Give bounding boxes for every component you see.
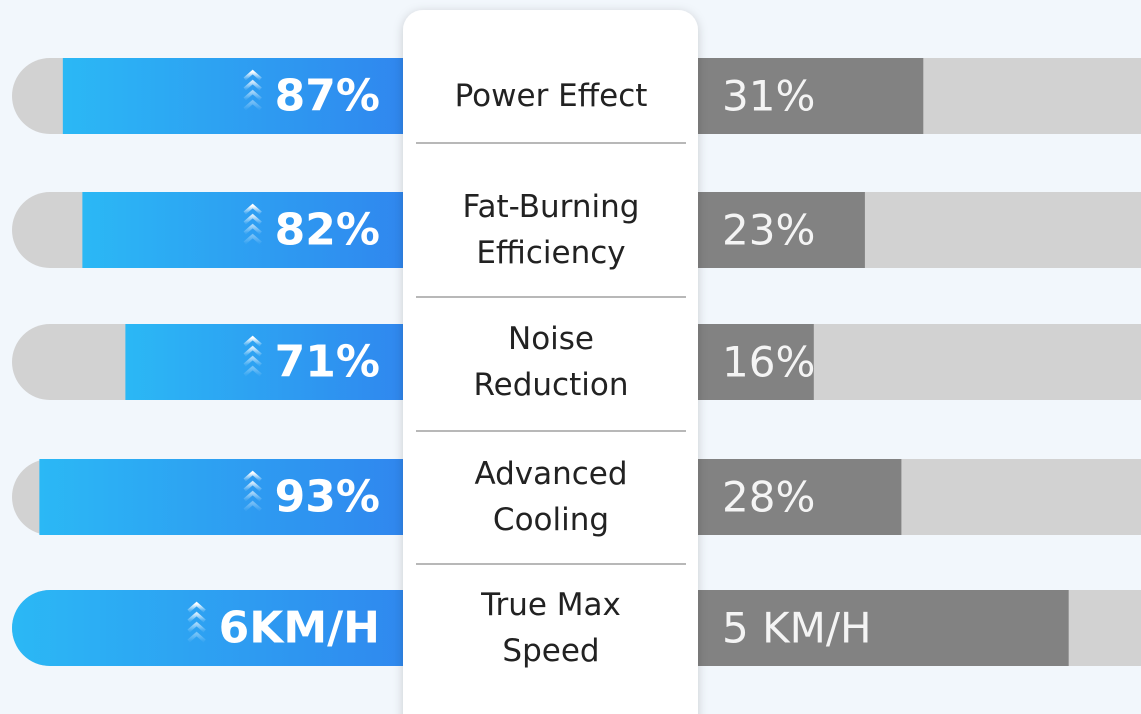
- right-value-label: 16%: [722, 338, 815, 387]
- chevron-icon: [243, 500, 262, 512]
- chevron-icon: [243, 335, 262, 347]
- right-bar: [677, 58, 924, 134]
- left-value-label: 93%: [275, 472, 380, 523]
- feature-label: True Max: [480, 587, 621, 623]
- left-value-label: 82%: [275, 205, 380, 256]
- left-bar: [62, 58, 424, 134]
- right-value-label: 5 KM/H: [722, 604, 872, 653]
- chevron-icon: [243, 355, 262, 367]
- chevron-icon: [243, 490, 262, 502]
- left-bar: [12, 590, 443, 666]
- left-bar: [125, 324, 423, 400]
- feature-label: Cooling: [493, 502, 609, 538]
- chevron-icon: [187, 611, 206, 623]
- chevron-icon: [243, 89, 262, 101]
- feature-label: Fat-Burning: [463, 189, 640, 225]
- center-card: [403, 10, 698, 714]
- left-value-label: 87%: [275, 71, 380, 122]
- right-value-label: 31%: [722, 72, 815, 121]
- right-bar: [677, 324, 814, 400]
- chevron-icon: [243, 203, 262, 215]
- chevron-icon: [243, 345, 262, 357]
- feature-label: Reduction: [474, 367, 629, 403]
- right-bar: [677, 192, 865, 268]
- chevron-icon: [187, 601, 206, 613]
- left-value-label: 71%: [275, 337, 380, 388]
- left-value-label: 6KM/H: [219, 603, 380, 654]
- chevron-icon: [243, 99, 262, 111]
- chevron-icon: [243, 223, 262, 235]
- chevron-icon: [243, 69, 262, 81]
- feature-label: Speed: [502, 633, 599, 669]
- feature-label: Power Effect: [455, 78, 648, 114]
- feature-label: Noise: [508, 321, 594, 357]
- chevron-icon: [243, 213, 262, 225]
- left-bar: [39, 459, 424, 535]
- right-bar: [677, 459, 902, 535]
- right-bar: [677, 590, 1069, 666]
- chevron-icon: [187, 621, 206, 633]
- chevron-icon: [187, 631, 206, 643]
- chevron-icon: [243, 470, 262, 482]
- right-value-label: 28%: [722, 473, 815, 522]
- chevron-icon: [243, 79, 262, 91]
- feature-label: Advanced: [474, 456, 627, 492]
- chevron-icon: [243, 480, 262, 492]
- right-value-label: 23%: [722, 206, 815, 255]
- chevron-icon: [243, 365, 262, 377]
- feature-label: Efficiency: [476, 235, 625, 271]
- chevron-icon: [243, 233, 262, 245]
